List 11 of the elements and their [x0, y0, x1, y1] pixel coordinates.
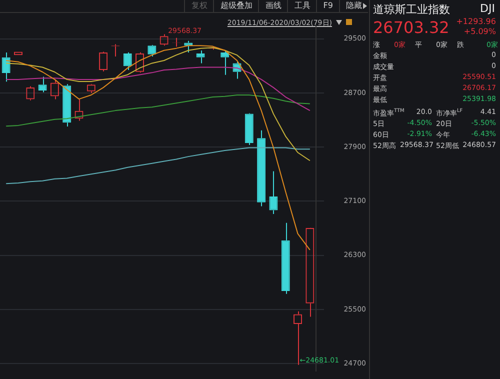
text: 道琼斯工业指数	[373, 2, 450, 17]
text: 工具	[287, 0, 316, 12]
text: 隐藏	[339, 0, 368, 12]
text: 画线	[258, 0, 288, 12]
text: +5.09%	[464, 27, 496, 36]
text: 复权	[184, 0, 214, 12]
text: F9	[316, 0, 339, 12]
text: DJI	[480, 2, 495, 15]
text: +1293.96	[456, 17, 496, 26]
text: 超级叠加	[213, 0, 258, 12]
text: 26703.32	[373, 18, 450, 37]
